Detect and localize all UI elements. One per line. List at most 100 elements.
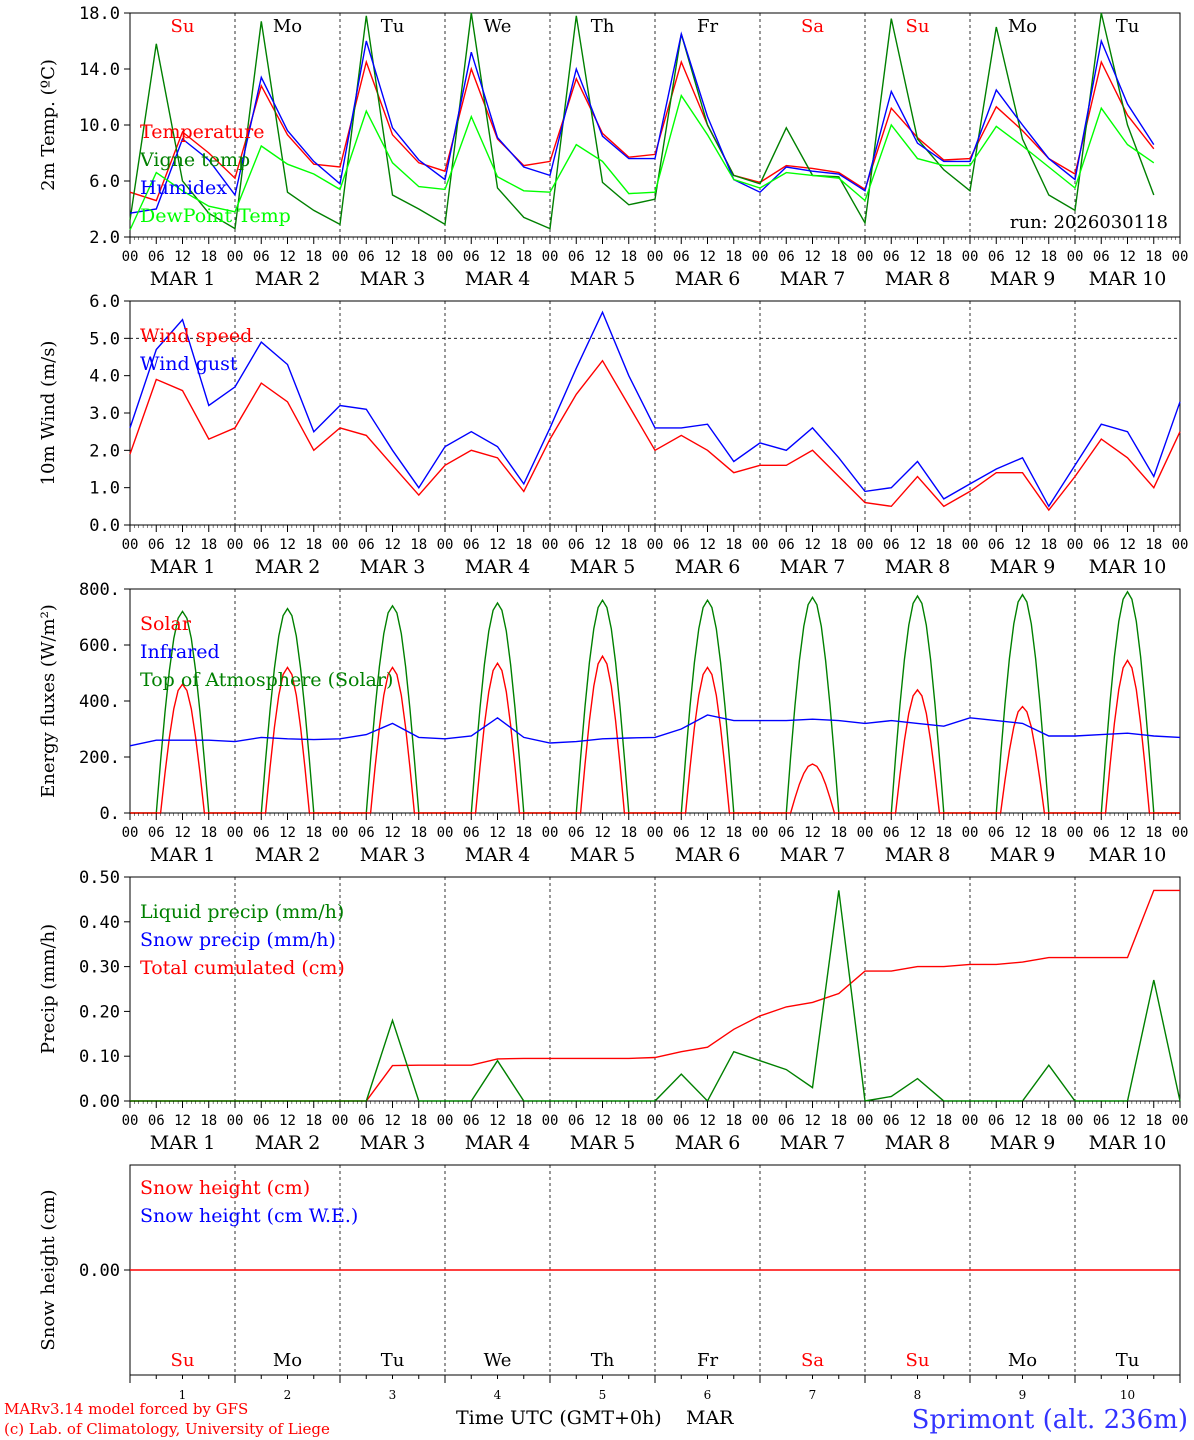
x-tick-label: 12 (1014, 537, 1031, 553)
x-tick-label: 06 (568, 537, 585, 553)
x-tick-label: 00 (647, 537, 664, 553)
x-tick-label: 18 (200, 537, 217, 553)
date-label: MAR 2 (255, 556, 321, 578)
weekday-label-top: Mo (1008, 16, 1037, 37)
legend-2-1: Infrared (140, 641, 220, 663)
x-tick-label: 12 (1014, 249, 1031, 265)
x-tick-label: 06 (358, 537, 375, 553)
date-label: MAR 6 (675, 1132, 741, 1154)
x-tick-label: 12 (909, 825, 926, 841)
y-tick-label: 1.0 (89, 479, 120, 499)
x-tick-label: 06 (358, 825, 375, 841)
x-tick-label: 18 (1145, 537, 1162, 553)
x-tick-label: 18 (830, 1113, 847, 1129)
date-label: MAR 7 (780, 268, 846, 290)
x-tick-label: 12 (1119, 249, 1136, 265)
x-tick-label: 18 (305, 1113, 322, 1129)
y-tick-label: 14.0 (79, 60, 120, 80)
x-tick-label: 18 (935, 249, 952, 265)
x-tick-label: 06 (148, 1113, 165, 1129)
x-tick-label: 00 (227, 825, 244, 841)
y-tick-label: 6.0 (89, 172, 120, 192)
x-tick-label: 12 (1014, 825, 1031, 841)
date-label: MAR 3 (360, 844, 426, 866)
x-tick-label: 00 (1172, 1113, 1189, 1129)
x-tick-label: 00 (647, 1113, 664, 1129)
x-tick-label: 00 (332, 1113, 349, 1129)
y-tick-label: 2.0 (89, 228, 120, 248)
y-tick-label: 0.00 (79, 1092, 120, 1112)
x-tick-label: 18 (830, 249, 847, 265)
x-tick-label: 12 (489, 825, 506, 841)
day-number: 8 (914, 1388, 922, 1402)
x-tick-label: 06 (883, 825, 900, 841)
x-tick-label: 06 (358, 1113, 375, 1129)
day-number: 7 (809, 1388, 817, 1402)
x-tick-label: 00 (647, 825, 664, 841)
x-tick-label: 12 (699, 249, 716, 265)
x-tick-label: 00 (227, 249, 244, 265)
date-label: MAR 5 (570, 268, 636, 290)
date-label: MAR 10 (1089, 556, 1167, 578)
date-label: MAR 10 (1089, 268, 1167, 290)
date-label: MAR 6 (675, 556, 741, 578)
x-tick-label: 00 (122, 825, 139, 841)
x-tick-label: 12 (174, 537, 191, 553)
x-tick-label: 00 (857, 825, 874, 841)
x-tick-label: 12 (804, 1113, 821, 1129)
date-label: MAR 7 (780, 556, 846, 578)
y-tick-label: 0.10 (79, 1047, 120, 1067)
legend-3-1: Snow precip (mm/h) (140, 929, 336, 951)
x-tick-label: 18 (620, 537, 637, 553)
x-tick-label: 18 (515, 249, 532, 265)
day-number: 2 (284, 1388, 292, 1402)
x-tick-label: 06 (673, 1113, 690, 1129)
x-tick-label: 00 (122, 249, 139, 265)
date-label: MAR 6 (675, 268, 741, 290)
weekday-label-bottom: Tu (381, 1350, 405, 1371)
x-tick-label: 18 (1040, 825, 1057, 841)
x-tick-label: 18 (305, 537, 322, 553)
weekday-label-bottom: We (484, 1350, 512, 1371)
x-tick-label: 12 (489, 537, 506, 553)
date-label: MAR 8 (885, 556, 951, 578)
x-tick-label: 06 (778, 249, 795, 265)
x-tick-label: 00 (227, 537, 244, 553)
x-tick-label: 00 (1067, 249, 1084, 265)
x-tick-label: 06 (883, 1113, 900, 1129)
x-tick-label: 12 (699, 1113, 716, 1129)
x-tick-label: 18 (935, 825, 952, 841)
x-tick-label: 06 (988, 1113, 1005, 1129)
x-tick-label: 12 (384, 249, 401, 265)
y-tick-label: 0.40 (79, 913, 120, 933)
x-tick-label: 18 (1145, 825, 1162, 841)
panel-2-ylabel: Energy fluxes (W/m²) (38, 604, 59, 798)
x-tick-label: 06 (883, 537, 900, 553)
date-label: MAR 1 (150, 268, 216, 290)
x-tick-label: 06 (778, 1113, 795, 1129)
date-label: MAR 4 (465, 268, 531, 290)
x-tick-label: 06 (568, 249, 585, 265)
date-label: MAR 6 (675, 844, 741, 866)
x-tick-label: 12 (1119, 825, 1136, 841)
y-tick-label: 5.0 (89, 329, 120, 349)
x-tick-label: 00 (647, 249, 664, 265)
legend-3-2: Total cumulated (cm) (140, 957, 345, 979)
x-tick-label: 12 (489, 1113, 506, 1129)
x-tick-label: 06 (568, 1113, 585, 1129)
weekday-label-bottom: Mo (273, 1350, 302, 1371)
x-tick-label: 06 (568, 825, 585, 841)
x-tick-label: 06 (988, 825, 1005, 841)
x-tick-label: 00 (437, 825, 454, 841)
x-tick-label: 12 (804, 249, 821, 265)
date-label: MAR 9 (990, 268, 1056, 290)
x-tick-label: 18 (1145, 249, 1162, 265)
series-line-temp-1 (129, 12, 1155, 230)
x-tick-label: 00 (857, 1113, 874, 1129)
legend-4-0: Snow height (cm) (140, 1177, 310, 1199)
y-tick-label: 0.50 (79, 868, 120, 888)
date-label: MAR 10 (1089, 1132, 1167, 1154)
x-tick-label: 06 (883, 249, 900, 265)
series-line-temp-2 (129, 31, 1155, 214)
